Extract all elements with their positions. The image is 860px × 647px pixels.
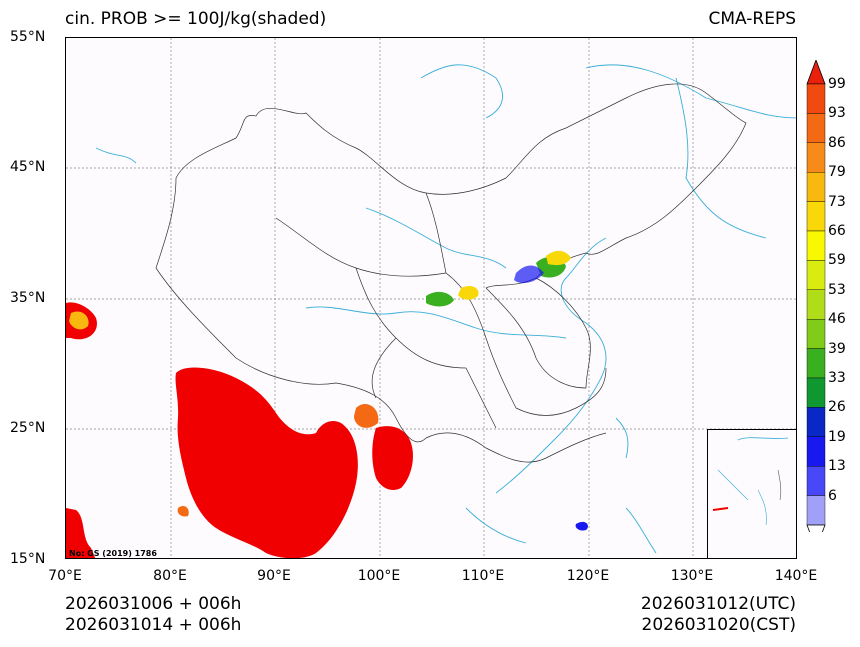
- lat-label: 35°N: [10, 290, 46, 306]
- colorbar: [806, 60, 826, 532]
- lon-label: 110°E: [461, 568, 505, 584]
- colorbar-level-label: 99: [828, 76, 846, 92]
- colorbar-segment: [806, 407, 826, 437]
- colorbar-level-label: 59: [828, 252, 846, 269]
- colorbar-segment: [806, 466, 826, 496]
- colorbar-level-label: 39: [828, 340, 846, 357]
- colorbar-segment: [806, 83, 826, 114]
- colorbar-segment: [806, 142, 826, 173]
- valid-time-utc: 2026031012(UTC): [640, 594, 796, 614]
- colorbar-level-label: 26: [828, 399, 846, 416]
- colorbar-segment: [806, 319, 826, 349]
- colorbar-extend-max: [806, 60, 826, 85]
- lon-label: 90°E: [257, 568, 291, 584]
- map-panel: No: GS (2019) 1786: [65, 37, 797, 559]
- colorbar-segment: [806, 377, 826, 408]
- init-time-cst: 2026031014 + 006h: [65, 615, 242, 635]
- colorbar-segment: [806, 348, 826, 379]
- lon-label: 140°E: [774, 568, 818, 584]
- colorbar-segment: [806, 113, 826, 144]
- lon-label: 70°E: [48, 568, 82, 584]
- valid-time-cst: 2026031020(CST): [641, 615, 796, 635]
- colorbar-level-label: 6: [828, 487, 837, 504]
- south-china-sea-inset: [707, 429, 796, 558]
- colorbar-segment: [806, 230, 826, 261]
- model-name: CMA-REPS: [708, 9, 796, 29]
- map-approval-number: No: GS (2019) 1786: [69, 549, 157, 558]
- colorbar-level-label: 19: [828, 428, 846, 445]
- colorbar-segment: [806, 260, 826, 290]
- lat-label: 15°N: [10, 551, 46, 567]
- map-canvas: [66, 38, 796, 558]
- colorbar-level-label: 33: [828, 370, 846, 386]
- colorbar-level-label: 86: [828, 134, 846, 151]
- colorbar-segment: [806, 289, 826, 320]
- lat-label: 25°N: [10, 420, 46, 436]
- inset-map: [712, 437, 789, 526]
- lon-label: 130°E: [670, 568, 714, 584]
- chart-title: cin. PROB >= 100J/kg(shaded): [65, 9, 327, 29]
- colorbar-extend-min: [806, 524, 826, 532]
- colorbar-level-label: 13: [828, 458, 846, 475]
- colorbar-segment: [806, 495, 826, 526]
- colorbar-level-label: 73: [828, 193, 846, 210]
- lat-label: 45°N: [10, 159, 46, 175]
- probability-shading-high: [66, 302, 413, 558]
- colorbar-level-label: 79: [828, 164, 846, 181]
- colorbar-level-label: 53: [828, 281, 846, 298]
- lat-label: 55°N: [10, 29, 46, 45]
- borders: [155, 83, 747, 463]
- colorbar-level-label: 66: [828, 223, 846, 239]
- colorbar-segment: [806, 436, 826, 467]
- colorbar-level-label: 46: [828, 311, 846, 328]
- colorbar-segment: [806, 201, 826, 232]
- lon-label: 120°E: [566, 568, 610, 584]
- colorbar-level-label: 93: [828, 105, 846, 122]
- lon-label: 80°E: [153, 568, 187, 584]
- init-time-utc: 2026031006 + 006h: [65, 594, 242, 614]
- lon-label: 100°E: [357, 568, 401, 584]
- colorbar-segment: [806, 171, 826, 202]
- probability-shading-mid: [69, 250, 588, 531]
